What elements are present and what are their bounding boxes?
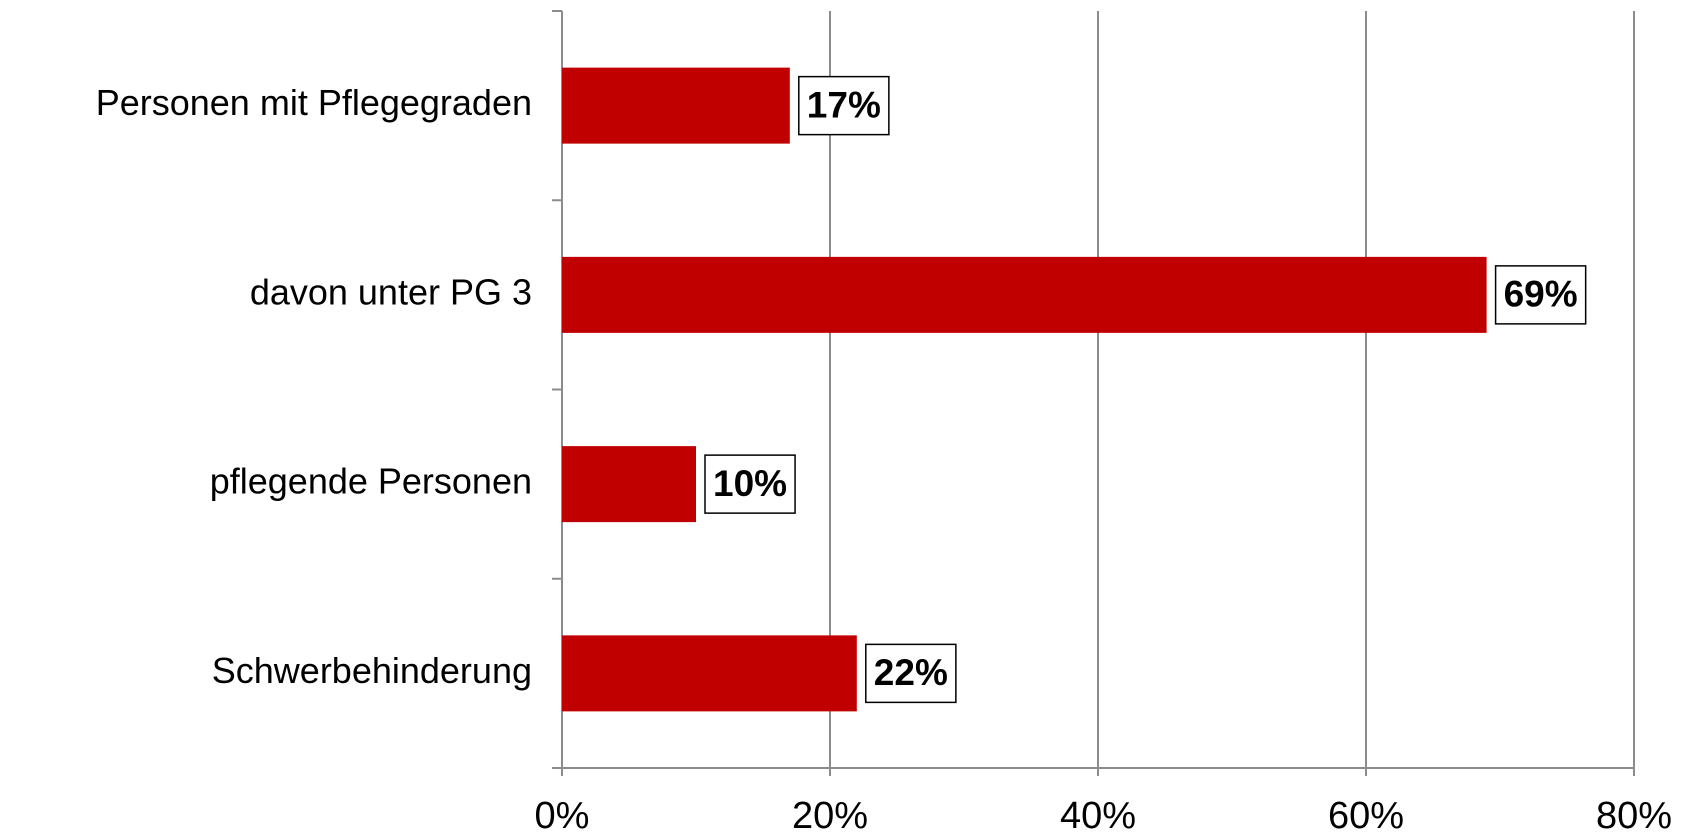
value-label-box [1494,265,1587,325]
value-label-box [865,643,957,704]
x-tick-label: 40% [1060,795,1136,835]
bar [562,635,857,712]
x-tick-label: 20% [792,795,868,835]
value-label-box [798,75,890,136]
y-tick-label: Personen mit Pflegegraden [96,82,532,123]
value-label: 10% [713,463,787,504]
value-label: 17% [807,84,881,125]
x-tick-label: 0% [535,795,590,835]
value-label-box [704,454,796,514]
bar [562,446,696,523]
x-tick-label: 80% [1596,795,1672,835]
value-label: 22% [874,652,948,693]
y-tick-label: pflegende Personen [210,461,532,502]
bar [562,256,1487,333]
y-tick-label: Schwerbehinderung [212,650,532,691]
value-label: 69% [1504,274,1578,315]
bar [562,67,790,144]
y-tick-label: davon unter PG 3 [250,271,532,312]
x-tick-label: 60% [1328,795,1404,835]
